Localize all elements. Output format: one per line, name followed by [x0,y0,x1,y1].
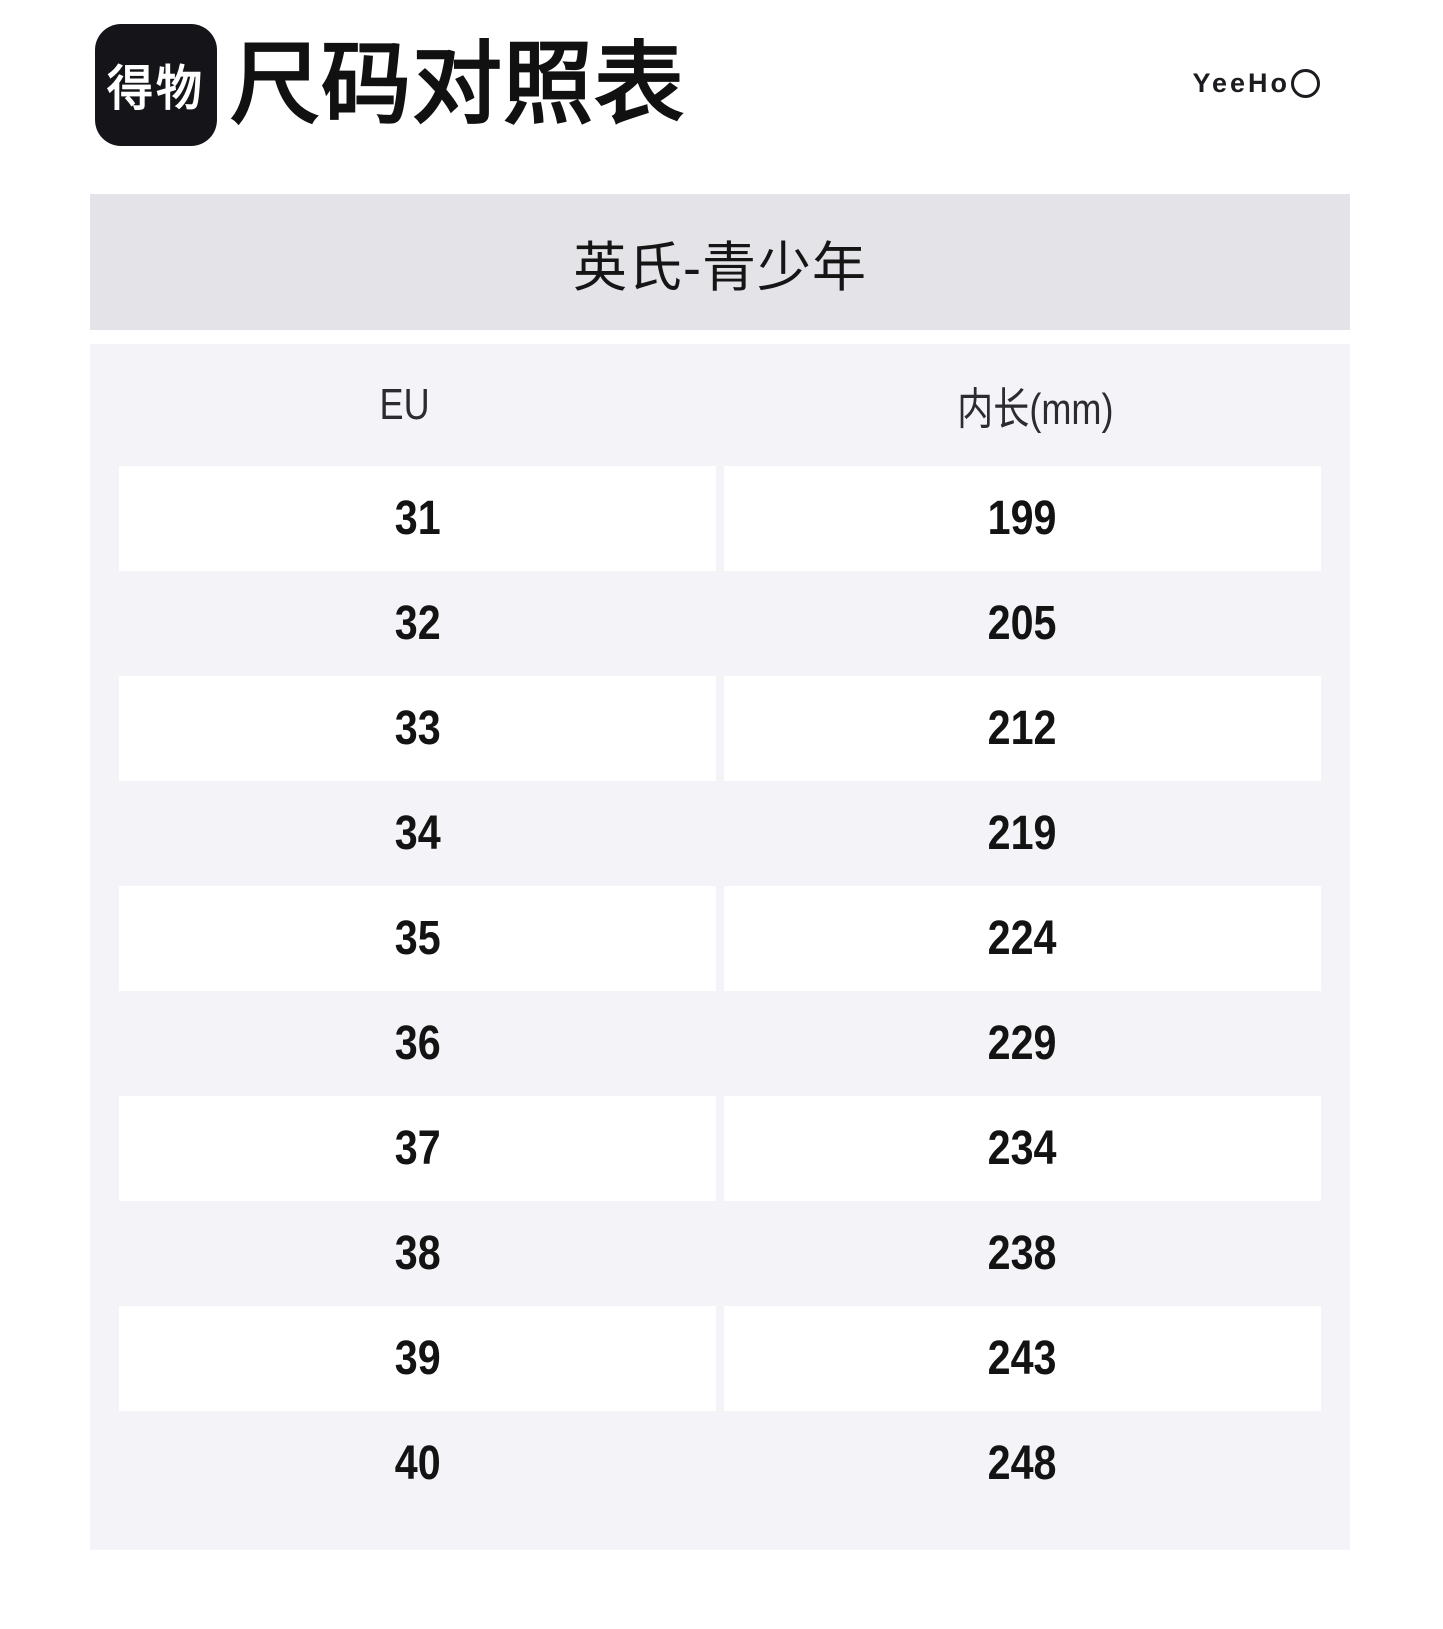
table-cell: 243 [724,1306,1321,1411]
table-cell: 40 [119,1411,716,1516]
table-cell: 248 [724,1411,1321,1516]
table-cell: 199 [724,466,1321,571]
table-cell: 34 [119,781,716,886]
cell-value: 40 [394,1437,441,1490]
page-title: 尺码对照表 [230,35,685,135]
cell-value: 36 [394,1017,441,1070]
cell-value: 33 [394,702,441,755]
cell-value: 238 [988,1227,1057,1280]
cell-value: 205 [988,597,1057,650]
table-row: 36 229 [90,991,1350,1096]
cell-value: 199 [988,492,1057,545]
table-cell: 35 [119,886,716,991]
table-cell: 238 [724,1201,1321,1306]
table-cell: 39 [119,1306,716,1411]
table-row: 39 243 [90,1306,1350,1411]
table-row: 32 205 [90,571,1350,676]
table-cell: 205 [724,571,1321,676]
table-cell: 219 [724,781,1321,886]
size-table: EU 内长(mm) 31 199 32 205 33 212 34 219 35 224 36 229… [90,344,1350,1550]
table-cell: 234 [724,1096,1321,1201]
table-row: 35 224 [90,886,1350,991]
table-row: 33 212 [90,676,1350,781]
cell-value: 34 [394,807,441,860]
cell-value: 37 [394,1122,441,1175]
size-table-body: 31 199 32 205 33 212 34 219 35 224 36 229 37 234 38 238… [90,466,1350,1516]
dewu-logo-text: 得物 [107,60,205,116]
table-cell: 37 [119,1096,716,1201]
table-cell: 33 [119,676,716,781]
yeehoo-logo: YeeHo [1192,68,1320,98]
cell-value: 35 [394,912,441,965]
cell-value: 219 [988,807,1057,860]
yeehoo-logo-text: YeeHo [1192,68,1290,98]
table-row: 37 234 [90,1096,1350,1201]
cell-value: 38 [394,1227,441,1280]
table-row: 38 238 [90,1201,1350,1306]
header: 得物 尺码对照表 YeeHo [0,0,1443,170]
column-header-eu: EU [90,344,720,466]
table-cell: 36 [119,991,716,1096]
table-cell: 38 [119,1201,716,1306]
table-cell: 31 [119,466,716,571]
cell-value: 243 [988,1332,1057,1385]
table-cell: 212 [724,676,1321,781]
cell-value: 229 [988,1017,1057,1070]
cell-value: 39 [394,1332,441,1385]
column-header-inner-length: 内长(mm) [720,344,1350,466]
table-cell: 32 [119,571,716,676]
table-row: 40 248 [90,1411,1350,1516]
table-cell: 229 [724,991,1321,1096]
yeehoo-logo-circle-icon [1291,68,1320,98]
cell-value: 32 [394,597,441,650]
column-header-inner-length-label: 内长(mm) [956,385,1114,434]
table-cell: 224 [724,886,1321,991]
cell-value: 212 [988,702,1057,755]
cell-value: 234 [988,1122,1057,1175]
cell-value: 248 [988,1437,1057,1490]
table-row: 34 219 [90,781,1350,886]
size-table-header-row: EU 内长(mm) [90,344,1350,466]
cell-value: 31 [394,492,441,545]
brand-section-header: 英氏-青少年 [90,194,1350,330]
column-header-eu-label: EU [379,380,431,429]
dewu-logo: 得物 [95,24,217,146]
brand-section-label: 英氏-青少年 [573,237,867,298]
cell-value: 224 [988,912,1057,965]
table-row: 31 199 [90,466,1350,571]
